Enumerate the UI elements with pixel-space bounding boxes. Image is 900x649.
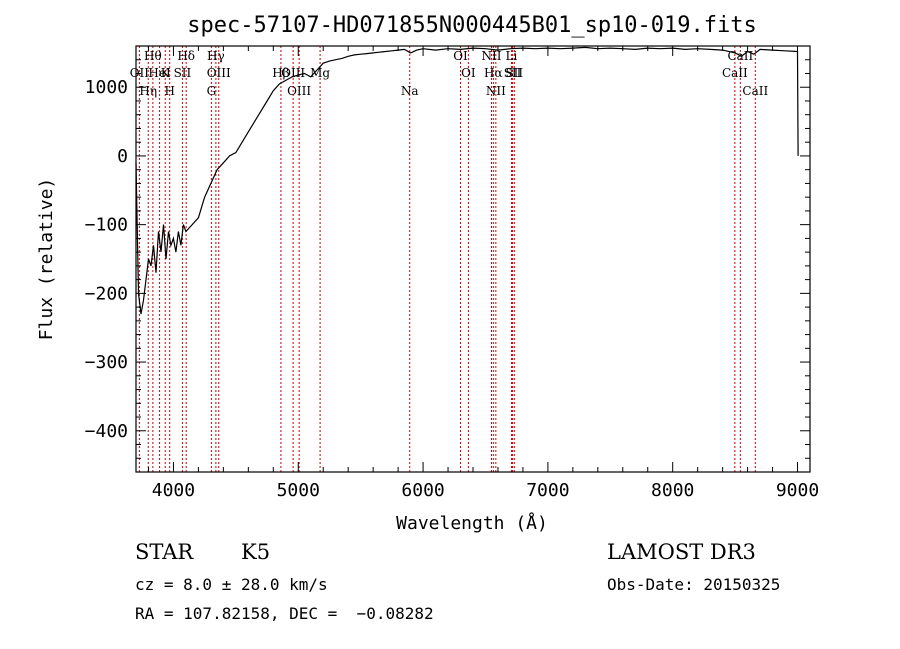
x-axis-label: Wavelength (Å): [396, 512, 548, 534]
line-label-lower: OI: [461, 66, 476, 80]
line-label-lower: Mg: [310, 66, 330, 80]
object-class: STAR: [135, 540, 194, 564]
x-tick-label: 9000: [776, 480, 819, 501]
line-label-lower: OII: [130, 66, 150, 80]
line-label-lower: SII: [174, 66, 192, 80]
line-label-lower: OIII: [287, 84, 311, 98]
x-tick-label: 7000: [526, 480, 569, 501]
chart-title: spec-57107-HD071855N000445B01_sp10-019.f…: [187, 13, 757, 38]
line-label-lower: HeI: [148, 66, 171, 80]
line-label-lower: H: [164, 84, 174, 98]
y-axis-label: Flux (relative): [36, 178, 57, 341]
line-labels: HθKHδOIIIHγOIIIOIHαNIISIILiCaIICaIIOIIHη…: [130, 49, 769, 98]
line-label-lower: NII: [486, 84, 506, 98]
observation-date: Obs-Date: 20150325: [607, 575, 781, 594]
y-tick-label: 0: [117, 146, 128, 167]
line-label-upper: SII: [504, 66, 522, 80]
spectrum-line: [135, 46, 799, 315]
line-label-upper: Hθ: [144, 49, 162, 63]
line-label-upper: CaII: [722, 66, 748, 80]
line-label-lower: CaII: [742, 84, 768, 98]
y-tick-label: −300: [85, 352, 128, 373]
line-label-upper: OI: [453, 49, 468, 63]
y-tick-label: 1000: [85, 77, 128, 98]
line-label-upper: Li: [506, 49, 518, 63]
y-tick-label: −200: [85, 283, 128, 304]
line-label-upper: OIII: [281, 66, 305, 80]
line-label-upper: K: [161, 66, 171, 80]
object-subclass: K5: [241, 540, 271, 564]
line-label-upper: Hδ: [177, 49, 195, 63]
line-label-upper: CaII: [727, 49, 753, 63]
line-label-lower: Hη: [139, 84, 157, 98]
x-tick-label: 4000: [152, 480, 195, 501]
line-label-upper: OIII: [207, 66, 231, 80]
ra-dec: RA = 107.82158, DEC = −0.08282: [135, 604, 434, 623]
redshift-cz: cz = 8.0 ± 28.0 km/s: [135, 575, 328, 594]
x-axis-ticks: 4000 5000 6000 7000 8000 9000: [147, 46, 819, 501]
line-label-lower: G: [207, 84, 217, 98]
y-tick-label: −100: [85, 215, 128, 236]
line-label-lower: SII: [505, 66, 523, 80]
line-label-upper: Hα: [484, 66, 503, 80]
line-label-upper: Hγ: [207, 49, 225, 63]
line-label-lower: Na: [401, 84, 419, 98]
survey-name: LAMOST DR3: [607, 540, 756, 564]
line-label-upper: NII: [481, 49, 501, 63]
x-tick-label: 5000: [277, 480, 320, 501]
emission-line-markers: [138, 46, 756, 472]
y-tick-label: −400: [85, 421, 128, 442]
line-label-lower: Hβ: [272, 66, 289, 80]
y-axis-ticks: −400 −300 −200 −100 0 1000: [85, 59, 810, 459]
spectrum-series: [135, 46, 799, 315]
plot-frame: [135, 45, 811, 473]
x-tick-label: 6000: [401, 480, 444, 501]
x-tick-label: 8000: [651, 480, 694, 501]
